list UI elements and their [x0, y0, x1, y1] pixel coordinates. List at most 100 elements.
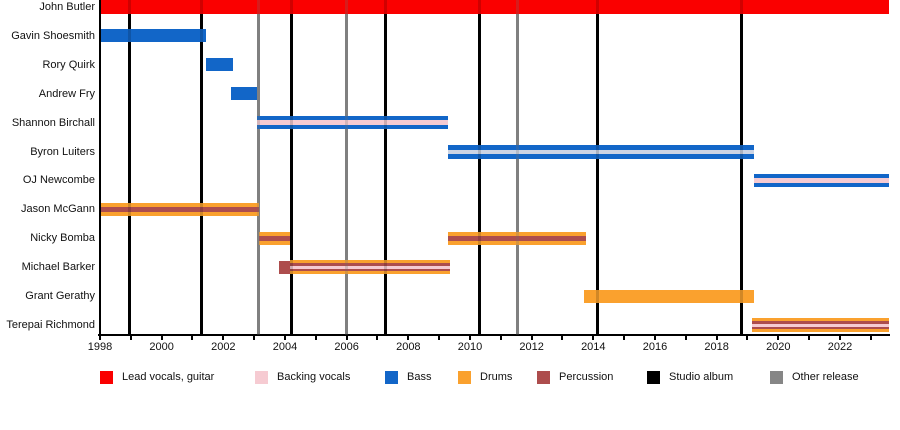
member-label: Grant Gerathy [25, 290, 95, 303]
x-tick [715, 335, 718, 340]
member-label: Shannon Birchall [11, 116, 95, 129]
x-tick [407, 335, 410, 340]
x-tick [869, 335, 872, 340]
studio-album-line-overlay [477, 0, 481, 335]
bar-layer-backing-vocals [752, 323, 890, 327]
timeline-bar [753, 173, 890, 187]
x-tick [376, 335, 379, 340]
legend-swatch-backing-vocals [255, 371, 268, 384]
bar-layer-bass [206, 58, 233, 72]
legend-label: Studio album [669, 371, 734, 383]
timeline-bar [584, 289, 754, 303]
bar-layer-percussion [278, 260, 290, 274]
bar-layer-percussion [100, 206, 259, 212]
studio-album-line-overlay [289, 0, 293, 335]
studio-album-line-overlay [200, 0, 204, 335]
timeline-bar [258, 231, 290, 245]
studio-album-line [289, 0, 293, 335]
bar-layer-drums [258, 240, 290, 245]
bar-layer-backing-vocals-pale [448, 149, 754, 154]
studio-album-line-overlay [127, 0, 131, 335]
x-tick-label: 2004 [272, 341, 298, 353]
x-tick [160, 335, 163, 340]
x-tick-label: 2002 [211, 341, 236, 353]
x-tick-label: 2008 [396, 341, 421, 353]
timeline-bar [100, 0, 890, 14]
plot-area: John Butler Gavin Shoesmith Rory Quirk Andr… [6, 0, 890, 353]
x-tick [746, 335, 749, 340]
studio-album-line [477, 0, 481, 335]
bar-layer-bass [753, 182, 890, 187]
member-label: Gavin Shoesmith [11, 29, 95, 42]
x-tick [623, 335, 626, 340]
x-tick [653, 335, 656, 340]
bar-layer-bass [100, 29, 207, 43]
bar-layer-backing-vocals [257, 120, 449, 126]
x-tick [438, 335, 441, 340]
member-label: OJ Newcombe [22, 174, 95, 187]
other-release-line-overlay [345, 0, 349, 335]
x-tick [499, 335, 502, 340]
x-tick-label: 2020 [766, 341, 791, 353]
member-label: Terepai Richmond [6, 319, 95, 331]
other-release-line [345, 0, 349, 335]
member-label: Byron Luiters [30, 145, 95, 158]
studio-album-line-overlay [596, 0, 600, 335]
x-tick [99, 335, 101, 340]
legend-swatch-drums [458, 371, 471, 384]
member-label: Jason McGann [21, 203, 95, 216]
x-tick-label: 2022 [827, 341, 853, 353]
x-tick-label: 2012 [519, 341, 544, 353]
x-tick [468, 335, 471, 340]
bar-layer-bass [231, 87, 258, 101]
timeline-bar [257, 116, 449, 130]
x-axis [98, 334, 890, 336]
timeline-bar [100, 29, 207, 43]
bar-layer-drums [752, 318, 890, 321]
legend-swatch-other-release [770, 371, 783, 384]
bar-layer-drums [448, 231, 586, 236]
legend-label: Backing vocals [277, 371, 351, 383]
bar-layer-bass [448, 144, 754, 150]
member-label: Rory Quirk [42, 58, 95, 71]
legend-swatch-studio-album [647, 371, 660, 384]
legend-label: Drums [480, 371, 513, 383]
legend-label: Percussion [559, 371, 614, 383]
other-release-line-overlay [257, 0, 261, 335]
member-label: John Butler [39, 1, 95, 13]
bar-layer-drums [752, 329, 890, 332]
timeline-bar [231, 87, 258, 101]
member-label: Michael Barker [21, 261, 95, 274]
x-tick [129, 335, 132, 340]
x-tick [253, 335, 256, 340]
timeline-bar [100, 202, 259, 216]
bar-layer-backing-vocals [753, 177, 890, 183]
legend-label: Bass [407, 371, 432, 383]
x-tick [808, 335, 811, 340]
timeline-bar [448, 144, 754, 159]
x-tick [777, 335, 780, 340]
studio-album-line [596, 0, 600, 335]
bar-layer-percussion [752, 321, 890, 324]
timeline-bar [289, 260, 450, 275]
y-axis [99, 0, 101, 336]
timeline-bar [448, 231, 586, 245]
bar-layer-drums [289, 271, 450, 275]
bar-layer-bass [753, 173, 890, 178]
x-tick [283, 335, 286, 340]
timeline-bar [206, 58, 233, 72]
other-release-line-overlay [516, 0, 520, 335]
x-tick-label: 2014 [581, 341, 606, 353]
bar-layer-percussion [258, 235, 290, 241]
x-tick [345, 335, 348, 340]
bar-layer-lead-vocals-guitar [100, 0, 890, 14]
x-tick-label: 1998 [87, 341, 113, 353]
x-tick [314, 335, 317, 340]
x-tick-label: 2006 [334, 341, 359, 353]
studio-album-line [739, 0, 743, 335]
bar-layer-percussion [448, 235, 586, 241]
bar-layer-drums [100, 211, 259, 216]
bar-layer-drums [448, 240, 586, 245]
x-tick [838, 335, 841, 340]
